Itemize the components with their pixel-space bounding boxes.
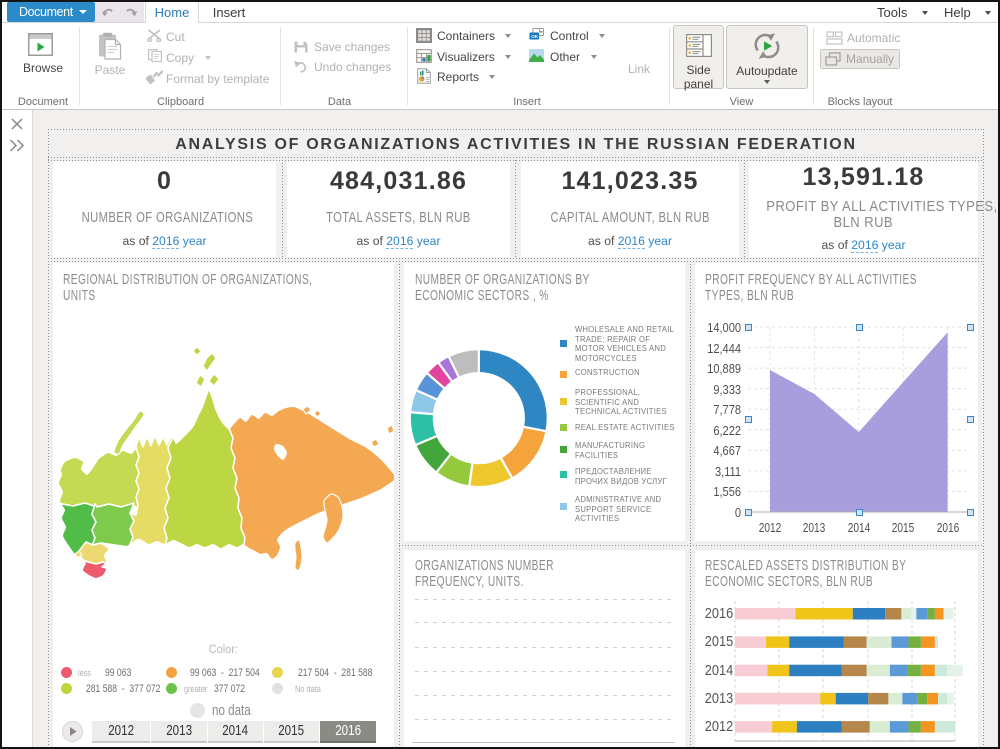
svg-text:OK: OK xyxy=(531,34,539,39)
